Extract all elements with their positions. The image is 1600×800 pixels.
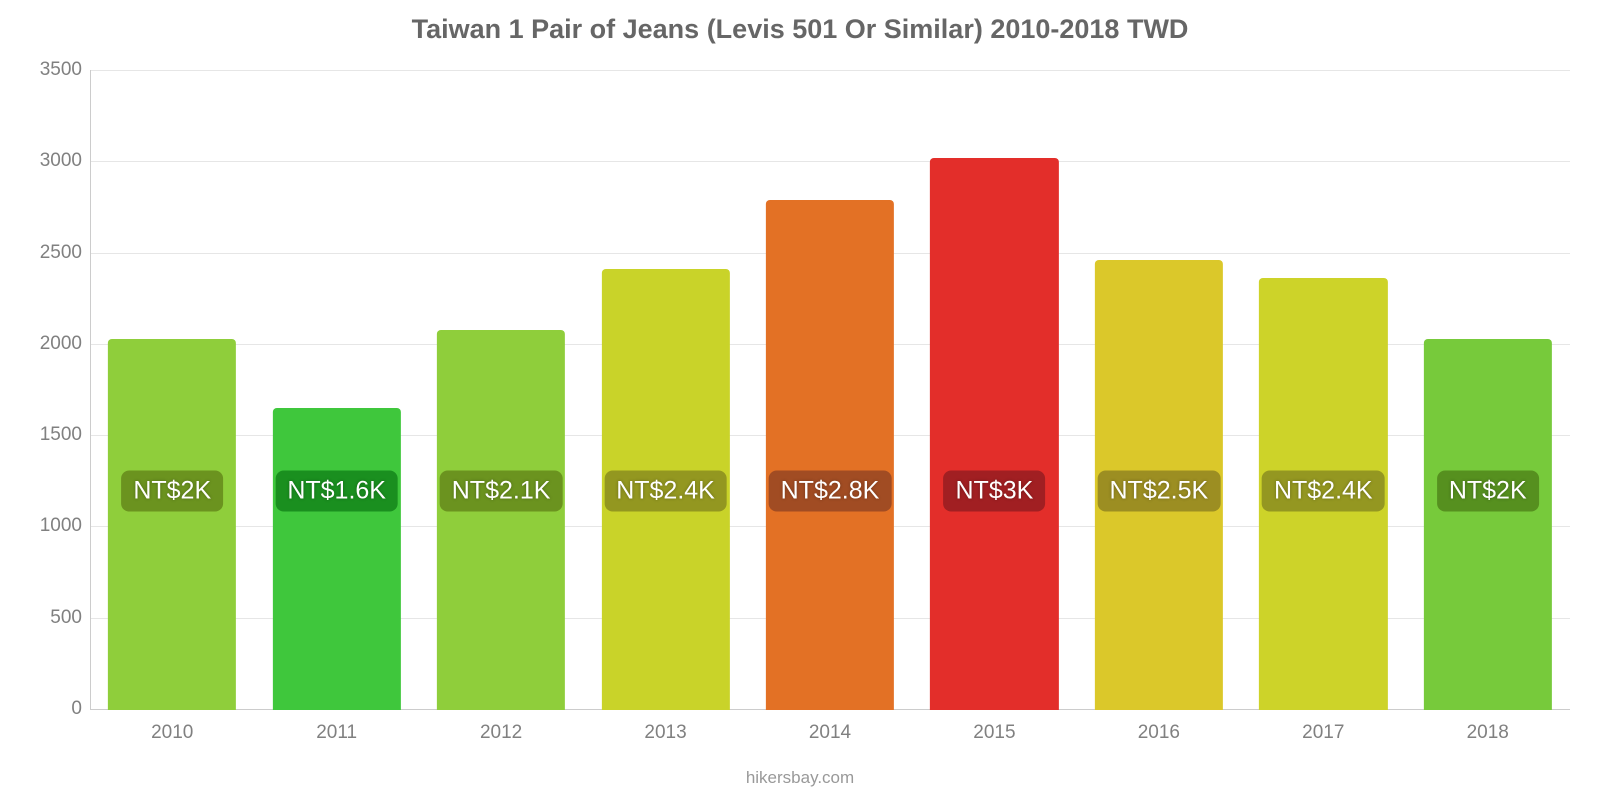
x-axis-tick-label: 2015 bbox=[973, 722, 1015, 744]
bar-slot: NT$2.1K2012 bbox=[419, 70, 583, 710]
x-axis-tick-label: 2010 bbox=[151, 722, 193, 744]
x-axis-tick-label: 2012 bbox=[480, 722, 522, 744]
bar-value-label: NT$2.1K bbox=[440, 470, 563, 511]
bar-slot: NT$2K2018 bbox=[1406, 70, 1570, 710]
bar-value-label: NT$2.8K bbox=[769, 470, 892, 511]
y-axis-tick-label: 3500 bbox=[2, 59, 82, 81]
chart-title: Taiwan 1 Pair of Jeans (Levis 501 Or Sim… bbox=[0, 0, 1600, 45]
y-axis-tick-label: 500 bbox=[2, 607, 82, 629]
bar-value-label: NT$2.4K bbox=[1262, 470, 1385, 511]
y-axis-tick-label: 3000 bbox=[2, 150, 82, 172]
bar bbox=[437, 330, 565, 710]
y-axis-tick-label: 2000 bbox=[2, 333, 82, 355]
bar-slot: NT$2.4K2013 bbox=[583, 70, 747, 710]
x-axis-tick-label: 2018 bbox=[1467, 722, 1509, 744]
bar-value-label: NT$2.4K bbox=[604, 470, 727, 511]
bar-slot: NT$2.4K2017 bbox=[1241, 70, 1405, 710]
bars-container: NT$2K2010NT$1.6K2011NT$2.1K2012NT$2.4K20… bbox=[90, 70, 1570, 710]
y-axis-tick-label: 1000 bbox=[2, 515, 82, 537]
bar-value-label: NT$2K bbox=[121, 470, 223, 511]
y-axis-tick-label: 0 bbox=[2, 698, 82, 720]
bar-value-label: NT$2.5K bbox=[1098, 470, 1221, 511]
bar-value-label: NT$2K bbox=[1437, 470, 1539, 511]
chart-footer: hikersbay.com bbox=[0, 768, 1600, 788]
y-axis-tick-label: 1500 bbox=[2, 424, 82, 446]
y-axis-tick-label: 2500 bbox=[2, 242, 82, 264]
bar bbox=[1424, 339, 1552, 710]
bar bbox=[766, 200, 894, 710]
plot-area: 0500100015002000250030003500 NT$2K2010NT… bbox=[90, 70, 1570, 710]
x-axis-tick-label: 2017 bbox=[1302, 722, 1344, 744]
bar bbox=[273, 408, 401, 710]
x-axis-tick-label: 2014 bbox=[809, 722, 851, 744]
bar-slot: NT$2.5K2016 bbox=[1077, 70, 1241, 710]
bar-value-label: NT$3K bbox=[944, 470, 1046, 511]
bar-slot: NT$3K2015 bbox=[912, 70, 1076, 710]
x-axis-tick-label: 2013 bbox=[644, 722, 686, 744]
bar bbox=[108, 339, 236, 710]
bar-slot: NT$2K2010 bbox=[90, 70, 254, 710]
x-axis-tick-label: 2016 bbox=[1138, 722, 1180, 744]
bar-slot: NT$2.8K2014 bbox=[748, 70, 912, 710]
bar-value-label: NT$1.6K bbox=[275, 470, 398, 511]
x-axis-tick-label: 2011 bbox=[316, 722, 357, 744]
bar bbox=[930, 158, 1058, 710]
bar-slot: NT$1.6K2011 bbox=[254, 70, 418, 710]
